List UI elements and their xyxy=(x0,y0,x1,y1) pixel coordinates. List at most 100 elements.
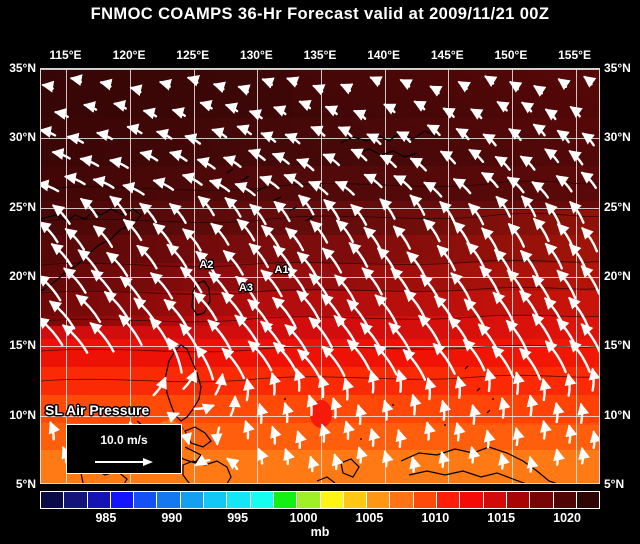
wind-arrow xyxy=(41,80,55,93)
colorbar-segment xyxy=(180,492,205,508)
wind-arrow xyxy=(526,455,539,473)
wind-arrow xyxy=(452,221,471,246)
wind-arrow xyxy=(406,251,427,279)
wind-arrow xyxy=(379,198,396,220)
wind-arrow xyxy=(113,100,127,112)
wind-arrow xyxy=(152,177,175,191)
wind-arrow xyxy=(243,378,255,402)
wind-arrow xyxy=(79,198,98,218)
wind-arrow xyxy=(369,76,383,88)
wind-arrow xyxy=(423,218,441,243)
wind-arrow xyxy=(442,107,456,119)
colorbar-tick-label: 990 xyxy=(161,511,183,525)
wind-arrow xyxy=(455,127,470,141)
wind-arrow xyxy=(318,374,330,399)
wind-arrow xyxy=(366,133,382,146)
wind-arrow xyxy=(462,339,486,372)
wind-arrow xyxy=(557,78,571,91)
colorbar-segment xyxy=(367,492,391,508)
wind-arrow xyxy=(260,131,277,143)
colorbar-segment xyxy=(297,492,321,508)
wind-arrow xyxy=(468,148,485,163)
longitude-tick-label: 155°E xyxy=(558,48,591,62)
wind-arrow xyxy=(186,75,200,87)
wind-arrow xyxy=(221,291,246,322)
wind-arrow xyxy=(413,100,427,112)
wind-arrow xyxy=(322,153,341,167)
wind-arrow xyxy=(324,105,339,117)
wind-arrow xyxy=(284,132,301,145)
colorbar-segment xyxy=(320,492,344,508)
colorbar-segment xyxy=(41,492,65,508)
colorbar-segment xyxy=(437,492,461,508)
colorbar-units-label: mb xyxy=(310,525,330,539)
latitude-tick-label-left: 35°N xyxy=(9,61,36,75)
wind-arrow xyxy=(565,424,578,444)
wind-arrow xyxy=(260,320,285,352)
wind-arrow xyxy=(409,194,426,216)
pressure-colorbar[interactable] xyxy=(40,491,600,509)
wind-arrow xyxy=(479,265,500,295)
wind-arrow xyxy=(296,251,318,278)
wind-arrow xyxy=(469,403,482,425)
wind-arrow xyxy=(568,243,587,271)
wind-arrow xyxy=(41,221,59,244)
wind-arrow xyxy=(306,394,319,417)
wind-arrow xyxy=(470,108,484,120)
longitude-tick-label: 145°E xyxy=(430,48,464,62)
gridline-horizontal xyxy=(41,138,599,139)
wind-arrow xyxy=(569,201,585,224)
wind-arrow xyxy=(531,181,550,199)
wind-arrow xyxy=(247,340,273,372)
wind-arrow xyxy=(439,150,457,165)
colorbar-segment xyxy=(157,492,181,508)
wind-arrow xyxy=(41,125,57,138)
wind-arrow xyxy=(181,172,203,186)
wind-arrow xyxy=(182,228,202,252)
wind-arrow xyxy=(321,247,343,274)
wind-arrow xyxy=(512,426,525,447)
wind-arrow xyxy=(483,429,496,449)
wind-arrow xyxy=(361,267,383,296)
wind-arrow xyxy=(257,447,269,465)
wind-arrow xyxy=(211,127,228,139)
wind-arrow xyxy=(167,337,183,374)
wind-arrow xyxy=(374,294,398,326)
wind-arrow xyxy=(83,101,98,113)
wind-arrow xyxy=(588,367,599,392)
wind-arrow xyxy=(335,219,354,243)
wind-arrow xyxy=(544,108,559,121)
wind-arrow xyxy=(228,395,241,417)
gridline-vertical xyxy=(448,69,449,483)
wind-arrow xyxy=(482,133,497,147)
wind-arrow xyxy=(41,179,60,193)
wind-arrow xyxy=(454,375,467,399)
wind-arrow xyxy=(168,203,187,224)
wind-arrow xyxy=(432,342,456,375)
gridline-vertical xyxy=(257,69,258,483)
wind-arrow xyxy=(409,456,421,473)
wind-arrow xyxy=(308,273,331,302)
field-caption: SL Air Pressure xyxy=(45,402,150,418)
wind-arrow xyxy=(249,203,267,226)
wind-arrow xyxy=(179,323,202,357)
wind-arrow xyxy=(496,101,510,113)
wind-arrow xyxy=(158,78,172,91)
wind-arrow xyxy=(424,421,436,441)
wind-arrow xyxy=(236,124,252,136)
wind-arrow xyxy=(395,369,408,393)
wind-arrow xyxy=(334,180,355,196)
feature-label-a3: A3 xyxy=(238,282,253,295)
wind-arrow xyxy=(381,399,394,421)
wind-arrow xyxy=(498,397,511,419)
wind-arrow xyxy=(368,427,381,447)
wind-arrow xyxy=(180,432,192,446)
colorbar-segment xyxy=(553,492,577,508)
wind-arrow xyxy=(453,421,466,442)
latitude-tick-label-right: 30°N xyxy=(604,130,631,145)
map-plot-area[interactable]: A1 A2 A3 SL Air Pressure 10.0 m/s xyxy=(40,68,600,484)
latitude-tick-label-left: 25°N xyxy=(9,199,36,214)
latitude-tick-label-right: 20°N xyxy=(604,269,631,283)
wind-arrow xyxy=(221,347,246,380)
wind-arrow xyxy=(569,340,591,373)
